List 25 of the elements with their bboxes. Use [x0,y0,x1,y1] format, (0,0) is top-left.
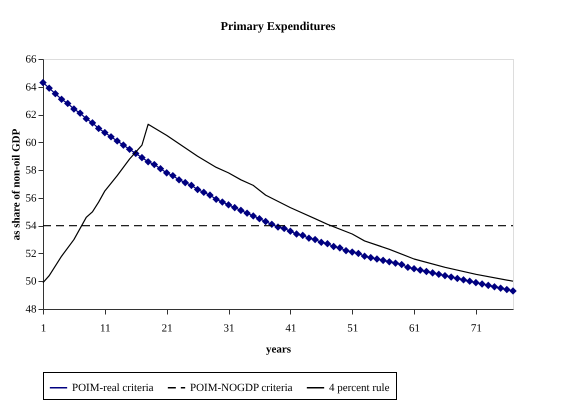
y-tick-label: 58 [26,164,37,177]
x-tick-label: 21 [162,322,173,334]
y-tick-label: 54 [26,220,37,232]
y-tick-label: 62 [26,109,36,122]
legend-label: POIM-real criteria [72,382,154,394]
x-tick-label: 11 [100,322,111,334]
y-tick-label: 48 [26,304,37,316]
y-axis-title: as share of non-oil GDP [10,128,22,240]
x-tick-label: 31 [224,322,235,334]
legend-label: POIM-NOGDP criteria [190,382,293,394]
x-axis-title: years [266,344,292,356]
y-tick-label: 50 [26,276,37,288]
x-tick-label: 41 [285,322,296,334]
x-tick-label: 51 [347,322,358,334]
y-tick-label: 52 [26,248,36,260]
x-tick-label: 61 [409,322,420,334]
y-tick-label: 66 [26,54,37,66]
x-tick-label: 1 [40,322,46,334]
chart-title: Primary Expenditures [220,19,336,33]
y-tick-label: 60 [26,136,37,149]
y-tick-label: 56 [26,192,37,204]
y-tick-label: 64 [26,81,37,94]
legend-label: 4 percent rule [329,382,390,394]
x-tick-label: 71 [470,322,482,334]
line-series [42,124,514,284]
